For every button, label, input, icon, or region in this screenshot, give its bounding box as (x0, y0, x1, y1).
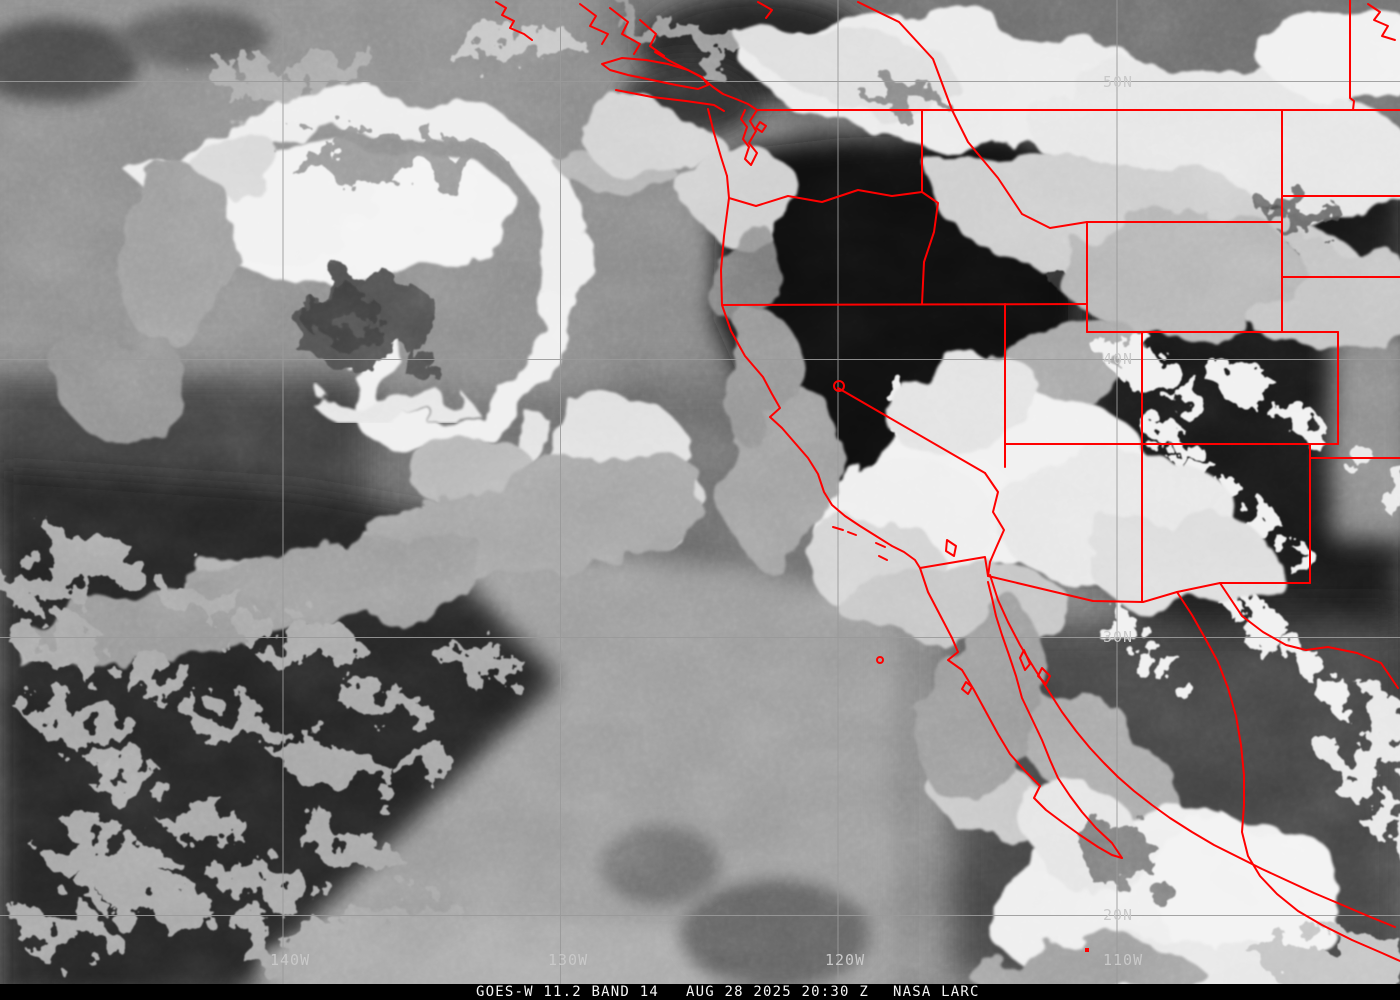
lon-label-120w: 120W (825, 951, 865, 969)
lon-label-110w: 110W (1103, 951, 1143, 969)
state-border-paths (721, 0, 1400, 962)
lat-label-40n: 40N (1103, 350, 1133, 368)
map-boundaries-overlay (495, 0, 1400, 962)
product-label: GOES-W 11.2 BAND 14 (476, 984, 659, 1000)
graticule-labels: 50N 40N 30N 20N 140W 130W 120W 110W (270, 73, 1143, 969)
coastline-paths (495, 1, 1396, 928)
credit-label: NASA LARC (893, 984, 980, 1000)
lat-label-50n: 50N (1103, 73, 1133, 91)
status-bar: GOES-W 11.2 BAND 14 AUG 28 2025 20:30 Z … (0, 984, 1400, 1000)
timestamp-label: AUG 28 2025 20:30 Z (686, 984, 869, 1000)
lon-label-140w: 140W (270, 951, 310, 969)
lat-label-30n: 30N (1103, 628, 1133, 646)
lon-label-130w: 130W (548, 951, 588, 969)
island-marker-dot (1085, 948, 1089, 952)
lat-label-20n: 20N (1103, 906, 1133, 924)
